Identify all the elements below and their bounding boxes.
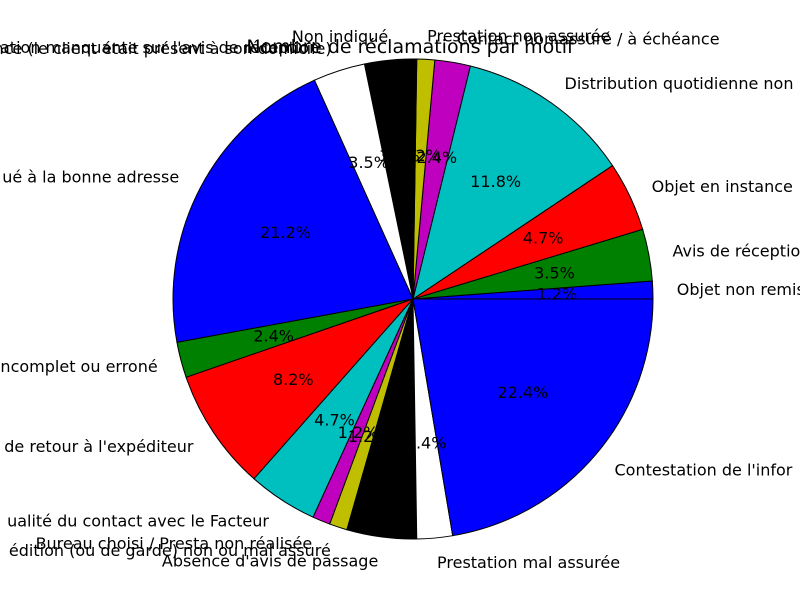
- slice-label-objet-en-instance: Objet en instance: [652, 177, 793, 196]
- slice-label-absence-d-avis-de-passag: Absence d'avis de passage: [162, 552, 378, 571]
- percent-label-4: 11.8%: [470, 172, 521, 191]
- pie-slice-11: [185, 297, 415, 480]
- slice-label-u-la-bonne-adresse: ué à la bonne adresse: [2, 167, 179, 186]
- slice-label-dition-ou-de-garde-non-o: édition (ou de garde) non ou mal assuré: [9, 541, 331, 560]
- slice-label-avis-de-r-ception: Avis de réception: [673, 241, 800, 260]
- percent-label-11: 8.2%: [273, 370, 314, 389]
- pie-slice-4: [412, 65, 614, 301]
- percent-label-14: 1.2%: [348, 427, 389, 446]
- percent-label-16: 2.4%: [406, 433, 447, 452]
- percent-label-17: 22.4%: [497, 383, 548, 402]
- percent-label-13: 1.2%: [338, 423, 379, 442]
- percent-label-1: 1.2%: [537, 285, 578, 304]
- slice-labels: Objet non remis Avis de réception Objet en…: [0, 26, 800, 572]
- percent-label-10: 2.4%: [253, 327, 294, 346]
- chart-title: Nombre de réclamations par motif: [246, 36, 575, 58]
- slice-label-ualit-du-contact-avec-le: ualité du contact avec le Facteur: [7, 511, 269, 530]
- percent-label-7: 3.5%: [379, 147, 420, 166]
- pie-slice-17: [412, 298, 654, 537]
- percent-label-15: 4.7%: [374, 433, 415, 452]
- slice-label-contestation-de-l-infor: Contestation de l'infor: [615, 461, 793, 480]
- percent-label-6: 1.2%: [400, 146, 441, 165]
- slice-label-prestation-non-assur-e: Prestation non assurée: [427, 26, 610, 45]
- pie-slice-9: [172, 79, 414, 343]
- percent-labels: 1.2%3.5%4.7%11.8%2.4%1.2%3.5%3.5%21.2%2.…: [253, 146, 577, 452]
- slice-label-objet-non-remis: Objet non remis: [677, 280, 800, 299]
- percent-label-9: 21.2%: [260, 223, 311, 242]
- percent-label-2: 3.5%: [534, 264, 575, 283]
- pie-slices: [172, 58, 654, 540]
- percent-label-12: 4.7%: [314, 411, 355, 430]
- percent-label-3: 4.7%: [523, 228, 564, 247]
- percent-label-5: 2.4%: [416, 148, 457, 167]
- slice-label-distribution-quotidienne: Distribution quotidienne non: [565, 74, 794, 93]
- slice-label-bureau-choisi-presta-non: Bureau choisi / Presta non réalisée: [36, 534, 313, 553]
- slice-label-prestation-mal-assur-e: Prestation mal assurée: [437, 553, 620, 572]
- slice-label-non-indiqu: Non indiqué: [292, 27, 388, 46]
- slice-label-incomplet-ou-erron: incomplet ou erroné: [0, 357, 158, 376]
- slice-label-objet-en-instance-le-cli: Objet en instance (le client était prése…: [0, 39, 332, 58]
- slice-label-extra-1: ation manquante sur l'avis de réception: [0, 38, 319, 57]
- percent-label-8: 3.5%: [348, 153, 389, 172]
- slice-label-contact-non-assur-ch-anc: Contact non assuré / à échéance: [457, 30, 720, 49]
- slice-label-de-retour-l-exp-diteur: de retour à l'expéditeur: [4, 437, 194, 456]
